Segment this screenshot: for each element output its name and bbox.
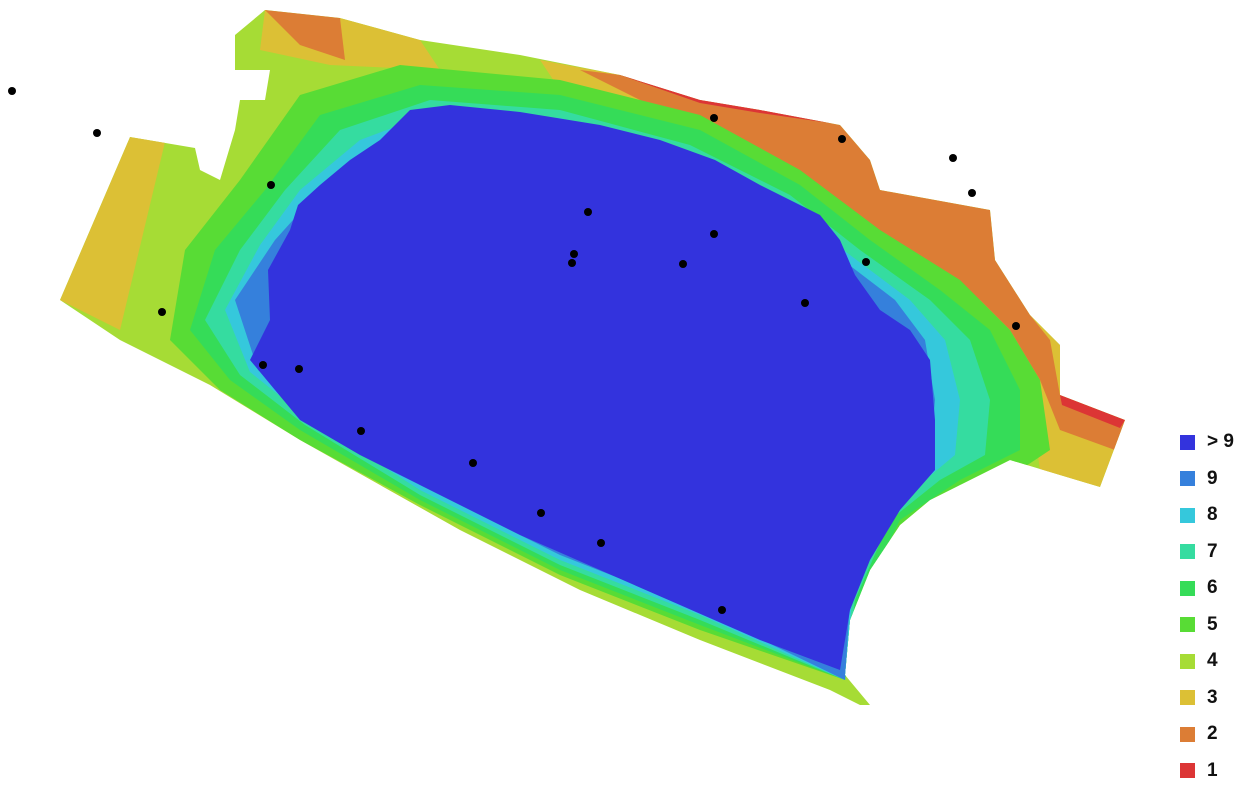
- zone-west-3: [60, 137, 165, 330]
- legend-label: 8: [1207, 504, 1218, 526]
- control-point: [8, 87, 16, 95]
- control-point: [93, 129, 101, 137]
- legend-swatch: [1180, 653, 1195, 669]
- legend-item: 6: [1180, 570, 1244, 607]
- legend-swatch: [1180, 617, 1195, 633]
- control-point: [570, 250, 578, 258]
- legend-label: 2: [1207, 723, 1218, 745]
- zone-ne-1b: [1060, 395, 1125, 428]
- legend-swatch: [1180, 471, 1195, 487]
- legend-swatch: [1180, 763, 1195, 779]
- legend-label: 1: [1207, 759, 1218, 781]
- control-point: [584, 208, 592, 216]
- legend-swatch: [1180, 507, 1195, 523]
- control-point: [537, 509, 545, 517]
- control-point: [357, 427, 365, 435]
- legend-item: 7: [1180, 534, 1244, 571]
- legend-swatch: [1180, 434, 1195, 450]
- legend-item: 5: [1180, 607, 1244, 644]
- control-point: [718, 606, 726, 614]
- legend-swatch: [1180, 544, 1195, 560]
- control-point: [158, 308, 166, 316]
- legend: > 9 9 8 7 6 5 4 3 2 1: [1180, 424, 1244, 789]
- control-point: [862, 258, 870, 266]
- legend-label: 4: [1207, 650, 1218, 672]
- control-point: [295, 365, 303, 373]
- legend-label: 3: [1207, 686, 1218, 708]
- legend-swatch: [1180, 580, 1195, 596]
- zone-ne-2: [580, 70, 1125, 450]
- legend-swatch: [1180, 726, 1195, 742]
- legend-label: 7: [1207, 540, 1218, 562]
- legend-item: 2: [1180, 716, 1244, 753]
- legend-swatch: [1180, 690, 1195, 706]
- legend-item: 1: [1180, 753, 1244, 790]
- ground-control-points: [8, 87, 1020, 614]
- legend-label: 5: [1207, 613, 1218, 635]
- control-point: [597, 539, 605, 547]
- legend-item: 4: [1180, 643, 1244, 680]
- control-point: [949, 154, 957, 162]
- control-point: [968, 189, 976, 197]
- control-point: [801, 299, 809, 307]
- legend-label: 9: [1207, 467, 1218, 489]
- legend-item: 9: [1180, 461, 1244, 498]
- zone-nw-2: [265, 10, 345, 60]
- control-point: [469, 459, 477, 467]
- control-point: [267, 181, 275, 189]
- legend-item: 3: [1180, 680, 1244, 717]
- control-point: [679, 260, 687, 268]
- control-point: [710, 230, 718, 238]
- control-point: [259, 361, 267, 369]
- legend-label: > 9: [1207, 431, 1234, 453]
- control-point: [838, 135, 846, 143]
- legend-item: > 9: [1180, 424, 1244, 461]
- zone-core-over9: [250, 105, 935, 670]
- legend-label: 6: [1207, 577, 1218, 599]
- control-point: [568, 259, 576, 267]
- legend-item: 8: [1180, 497, 1244, 534]
- control-point: [710, 114, 718, 122]
- control-point: [1012, 322, 1020, 330]
